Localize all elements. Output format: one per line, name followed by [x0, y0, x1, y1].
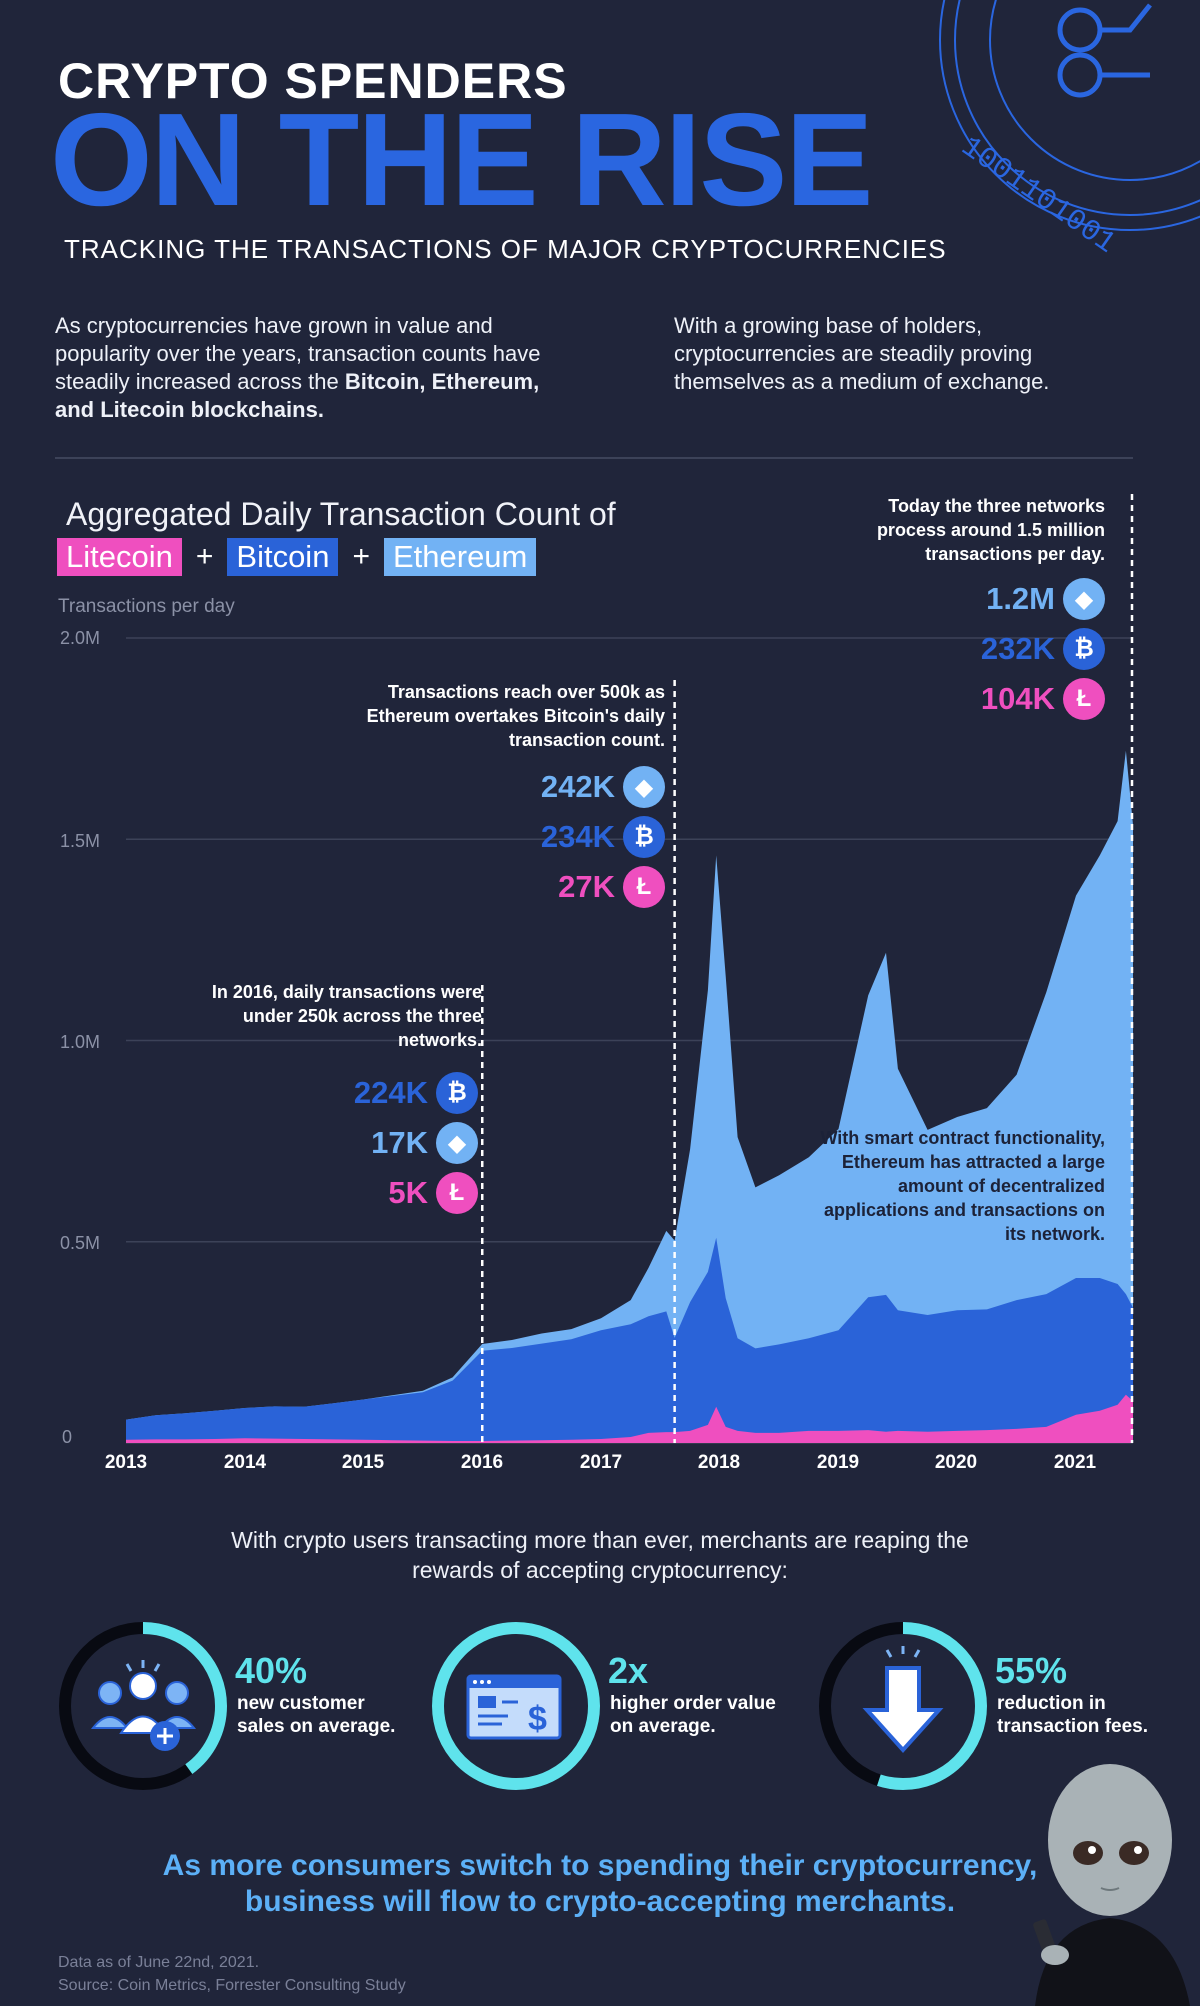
stat-value-litecoin: 104K	[980, 681, 1055, 716]
source-note: Source: Coin Metrics, Forrester Consulti…	[58, 1977, 406, 1994]
stats-2016: 224K ₿ 17K ◆ 5K Ł	[300, 1068, 478, 1218]
closing-line: As more consumers switch to spending the…	[162, 1849, 1038, 1882]
intro-left: As cryptocurrencies have grown in value …	[55, 312, 575, 424]
down-arrow-icon	[862, 1646, 944, 1753]
dollar-icon: $	[528, 1700, 547, 1738]
legend-litecoin: Litecoin	[57, 538, 182, 576]
ethereum-icon: ◆	[1063, 578, 1105, 620]
stat-value-litecoin: 5K	[388, 1175, 428, 1210]
stat-row: 1.2M ◆	[925, 574, 1105, 624]
ethereum-icon: ◆	[623, 766, 665, 808]
y-axis-label: Transactions per day	[58, 596, 235, 617]
metric-desc: higher order value on average.	[610, 1692, 810, 1738]
stat-row: 5K Ł	[300, 1168, 478, 1218]
legend-bitcoin: Bitcoin	[227, 538, 339, 576]
y-tick: 1.0M	[59, 1032, 100, 1052]
x-tick: 2016	[460, 1452, 504, 1473]
annotation-2017: Transactions reach over 500k as Ethereum…	[366, 682, 665, 750]
stat-row: 27K Ł	[485, 862, 665, 912]
date-note: Data as of June 22nd, 2021.	[58, 1954, 260, 1971]
stat-row: 242K ◆	[485, 762, 665, 812]
y-tick: 2.0M	[59, 628, 100, 648]
stats-2017: 242K ◆ 234K ₿ 27K Ł	[485, 762, 665, 912]
bitcoin-icon: ₿	[623, 816, 665, 858]
stat-value-ethereum: 1.2M	[986, 581, 1055, 616]
metric-value: 55%	[995, 1650, 1068, 1691]
metric-desc-line: on average.	[610, 1716, 716, 1737]
coin-illustration: 1001101001	[939, 0, 1200, 260]
legend-plus: +	[352, 540, 370, 573]
stat-value-ethereum: 242K	[540, 769, 615, 804]
y-tick: 1.5M	[59, 831, 100, 851]
alien-illustration	[1033, 1764, 1190, 2006]
x-tick: 2017	[579, 1452, 623, 1473]
ethereum-icon: ◆	[436, 1122, 478, 1164]
stat-row: 224K ₿	[300, 1068, 478, 1118]
metric-desc: reduction in transaction fees.	[997, 1692, 1197, 1738]
intro-left-bold: Bitcoin, Ethereum, and Litecoin blockcha…	[55, 369, 540, 422]
x-tick: 2021	[1053, 1452, 1097, 1473]
chart-title: Aggregated Daily Transaction Count of	[66, 496, 616, 532]
stats-2021: 1.2M ◆ 232K ₿ 104K Ł	[925, 574, 1105, 724]
merchant-metrics: 40% new customer sales on average. $ 2x …	[55, 1618, 1148, 1798]
title-big: ON THE RISE	[50, 86, 873, 233]
y-tick: 0.5M	[59, 1233, 100, 1253]
title-small: CRYPTO SPENDERS	[58, 53, 568, 109]
merchants-lead: With crypto users transacting more than …	[231, 1527, 969, 1583]
subtitle: TRACKING THE TRANSACTIONS OF MAJOR CRYPT…	[64, 234, 947, 264]
stat-value-litecoin: 27K	[558, 869, 615, 904]
litecoin-icon: Ł	[436, 1172, 478, 1214]
ethereum-note: With smart contract functionality, Ether…	[820, 1128, 1105, 1244]
annotation-2016: In 2016, daily transactions were under 2…	[211, 982, 482, 1050]
legend-ethereum: Ethereum	[383, 538, 537, 576]
annotation-2021: Today the three networks process around …	[876, 496, 1105, 564]
invoice-dollar-icon: $	[466, 1674, 562, 1740]
progress-ring	[59, 1622, 227, 1790]
progress-ring	[819, 1622, 987, 1790]
stat-row: 234K ₿	[485, 812, 665, 862]
y-tick: 0	[62, 1427, 73, 1447]
metric-desc-line: higher order value	[610, 1693, 776, 1714]
closing-line: business will flow to crypto-accepting m…	[244, 1885, 956, 1918]
x-tick: 2019	[816, 1452, 860, 1473]
stat-value-ethereum: 17K	[371, 1125, 428, 1160]
users-plus-icon	[90, 1660, 197, 1751]
area-chart	[126, 494, 1134, 1444]
bitcoin-icon: ₿	[1063, 628, 1105, 670]
metric-value: 2x	[608, 1650, 649, 1691]
x-tick: 2015	[341, 1452, 385, 1473]
metric-desc-line: new customer	[237, 1693, 365, 1714]
ethereum-area	[126, 750, 1133, 1443]
litecoin-icon: Ł	[623, 866, 665, 908]
x-tick: 2020	[934, 1452, 978, 1473]
stat-value-bitcoin: 234K	[540, 819, 615, 854]
litecoin-icon: Ł	[1063, 678, 1105, 720]
stat-row: 17K ◆	[300, 1118, 478, 1168]
progress-ring	[432, 1622, 600, 1790]
stat-row: 104K Ł	[925, 674, 1105, 724]
litecoin-area	[126, 1394, 1133, 1443]
stat-value-bitcoin: 232K	[980, 631, 1055, 666]
bitcoin-area	[126, 1237, 1133, 1443]
intro-right: With a growing base of holders, cryptocu…	[674, 313, 1050, 394]
x-tick: 2014	[223, 1452, 267, 1473]
x-tick: 2013	[104, 1452, 148, 1473]
annotation-lines	[481, 494, 1134, 1443]
divider	[55, 457, 1133, 459]
metric-desc: new customer sales on average.	[237, 1692, 437, 1738]
legend-plus: +	[195, 540, 214, 573]
closing-message: As more consumers switch to spending the…	[110, 1848, 1090, 1920]
stat-row: 232K ₿	[925, 624, 1105, 674]
bitcoin-icon: ₿	[436, 1072, 478, 1114]
stat-value-bitcoin: 224K	[353, 1075, 428, 1110]
intro-left-text: As cryptocurrencies have grown in value …	[55, 313, 541, 394]
metric-desc-line: transaction fees.	[997, 1716, 1148, 1737]
metric-value: 40%	[235, 1650, 308, 1691]
metric-desc-line: sales on average.	[237, 1716, 396, 1737]
chart-legend: Litecoin + Bitcoin + Ethereum	[57, 538, 537, 576]
x-tick: 2018	[697, 1452, 741, 1473]
metric-desc-line: reduction in	[997, 1693, 1106, 1714]
